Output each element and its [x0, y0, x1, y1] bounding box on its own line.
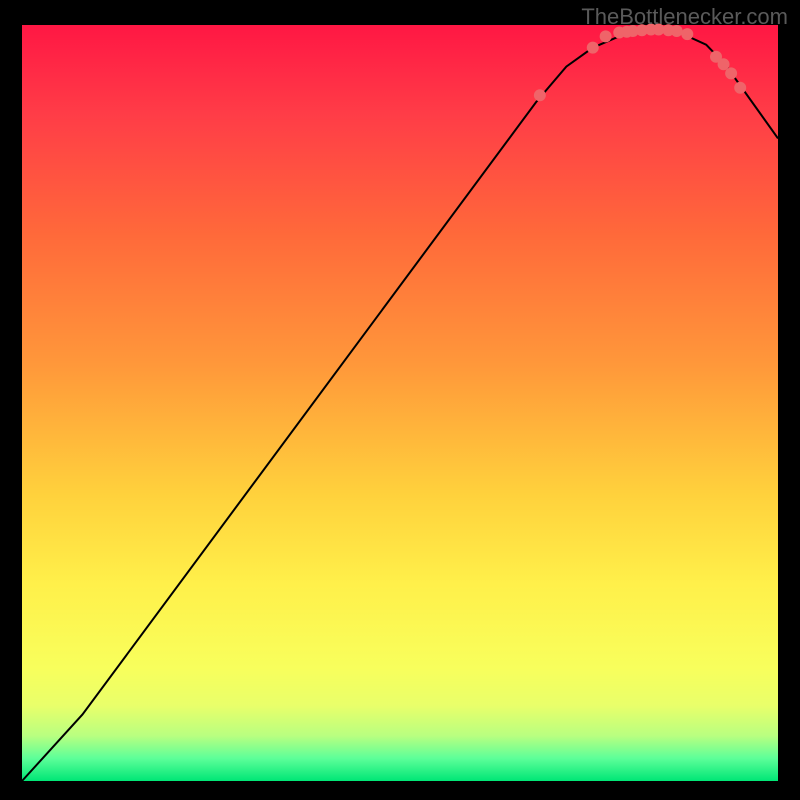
- plot-background: [22, 25, 778, 781]
- data-marker: [600, 30, 612, 42]
- watermark-text: TheBottlenecker.com: [581, 4, 788, 30]
- data-marker: [725, 67, 737, 79]
- bottleneck-chart: [0, 0, 800, 800]
- data-marker: [734, 82, 746, 94]
- data-marker: [534, 89, 546, 101]
- data-marker: [587, 42, 599, 54]
